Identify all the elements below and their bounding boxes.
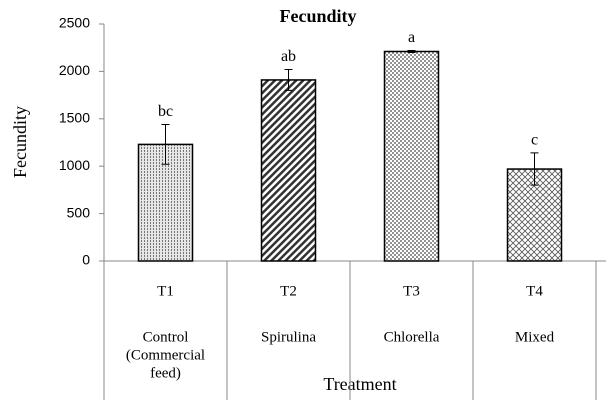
y-tick-label: 0	[82, 252, 90, 268]
category-description: Mixed	[515, 329, 555, 345]
y-tick-label: 1500	[59, 110, 90, 126]
y-axis-title: Fecundity	[10, 106, 30, 178]
chart-title: Fecundity	[279, 6, 356, 26]
significance-label: c	[531, 132, 538, 149]
category-description: Spirulina	[261, 329, 316, 345]
x-tick-label: T4	[526, 283, 543, 299]
bar	[260, 79, 317, 262]
category-description: Chlorella	[384, 329, 440, 345]
x-axis-title: Treatment	[323, 374, 396, 394]
y-tick-label: 500	[67, 204, 91, 220]
category-description: feed)	[150, 365, 181, 381]
significance-label: ab	[281, 48, 296, 65]
x-tick-label: T3	[403, 283, 420, 299]
bar	[383, 50, 440, 262]
category-description: Control	[143, 329, 189, 345]
y-tick-label: 1000	[59, 157, 90, 173]
significance-label: bc	[158, 103, 173, 120]
error-bar	[284, 69, 293, 91]
category-description: (Commercial	[126, 347, 205, 363]
significance-label: a	[408, 29, 415, 46]
error-bar	[530, 152, 539, 186]
error-bar	[161, 123, 170, 165]
y-tick-label: 2500	[59, 15, 90, 31]
x-tick-label: T1	[157, 283, 174, 299]
y-tick-label: 2000	[59, 62, 90, 78]
error-bar	[407, 50, 416, 53]
x-tick-label: T2	[280, 283, 297, 299]
